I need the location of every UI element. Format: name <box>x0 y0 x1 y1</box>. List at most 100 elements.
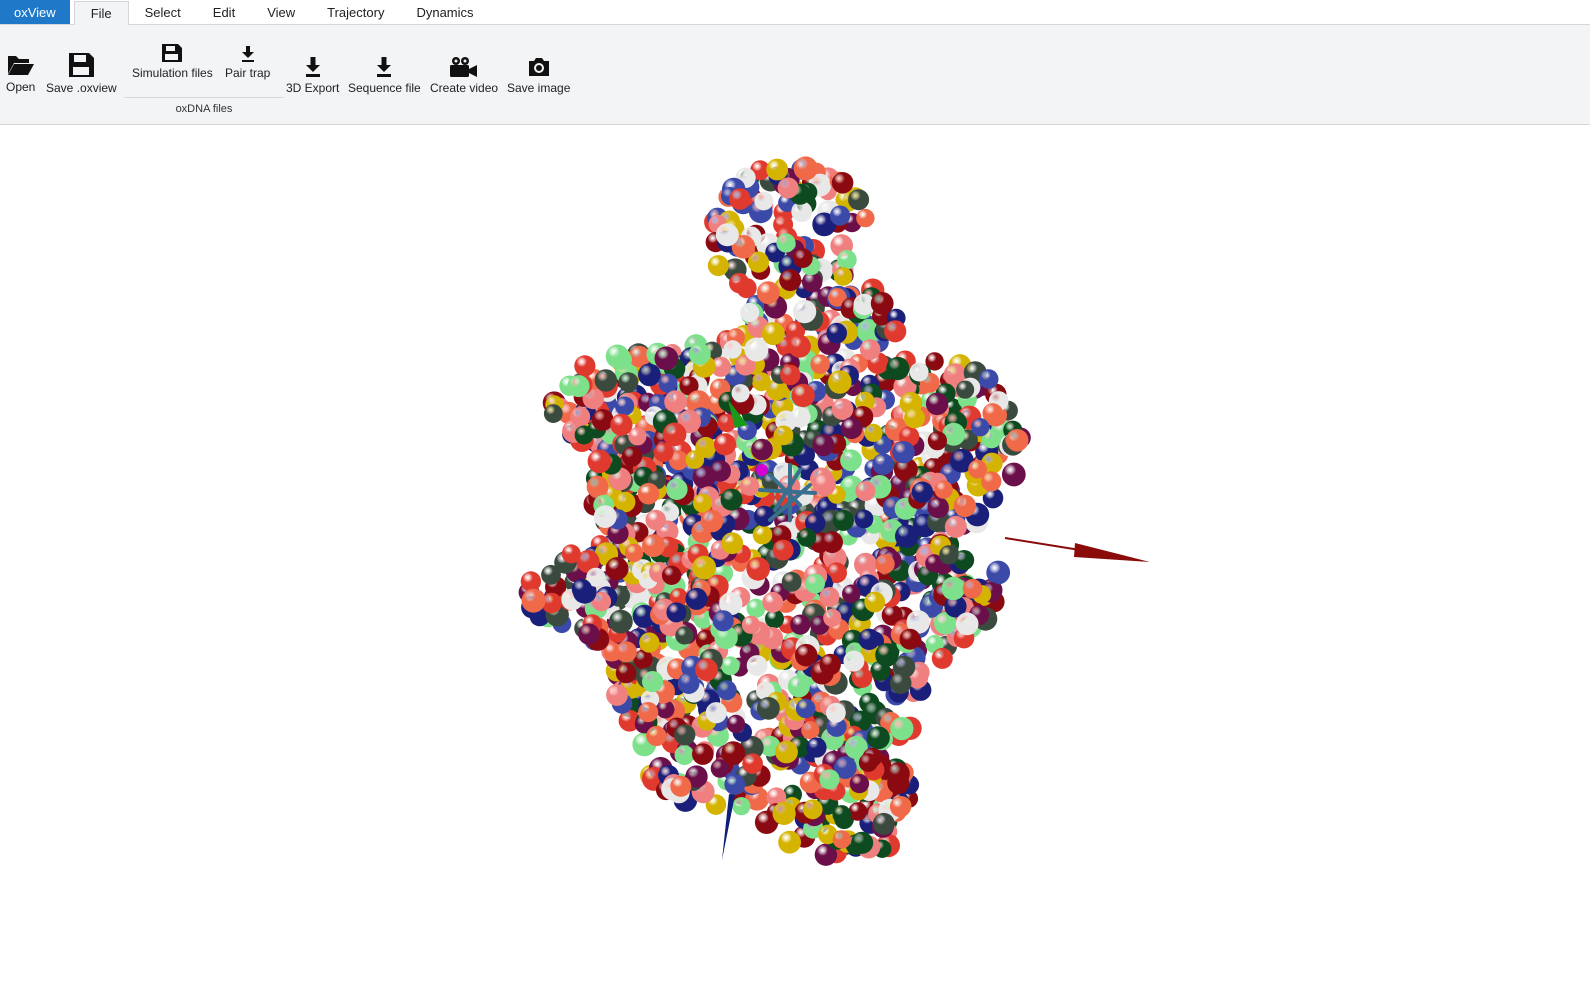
nucleotide-sphere[interactable] <box>895 524 919 548</box>
nucleotide-sphere[interactable] <box>881 604 903 626</box>
nucleotide-sphere[interactable] <box>731 384 750 403</box>
nucleotide-sphere[interactable] <box>746 598 766 618</box>
tab-view[interactable]: View <box>251 0 311 24</box>
nucleotide-sphere[interactable] <box>705 702 727 724</box>
nucleotide-sphere[interactable] <box>872 453 894 475</box>
nucleotide-sphere[interactable] <box>858 753 878 772</box>
nucleotide-sphere[interactable] <box>971 418 990 437</box>
nucleotide-sphere[interactable] <box>685 765 708 788</box>
nucleotide-sphere[interactable] <box>934 480 953 499</box>
nucleotide-sphere[interactable] <box>944 595 967 618</box>
nucleotide-sphere[interactable] <box>754 191 774 211</box>
nucleotide-sphere[interactable] <box>833 756 857 779</box>
nucleotide-sphere[interactable] <box>747 251 770 273</box>
nucleotide-sphere[interactable] <box>587 449 612 474</box>
nucleotide-sphere[interactable] <box>826 716 847 737</box>
nucleotide-sphere[interactable] <box>840 417 863 440</box>
nucleotide-sphere[interactable] <box>574 425 594 445</box>
nucleotide-sphere[interactable] <box>692 555 717 580</box>
nucleotide-sphere[interactable] <box>831 398 854 420</box>
nucleotide-sphere[interactable] <box>720 488 743 511</box>
nucleotide-sphere[interactable] <box>780 364 801 386</box>
nucleotide-sphere[interactable] <box>717 680 737 701</box>
nucleotide-sphere[interactable] <box>586 475 609 498</box>
nucleotide-sphere[interactable] <box>826 322 847 344</box>
nucleotide-sphere[interactable] <box>726 714 746 734</box>
nucleotide-sphere[interactable] <box>986 560 1011 585</box>
nucleotide-sphere[interactable] <box>904 407 925 429</box>
nucleotide-sphere[interactable] <box>789 406 811 428</box>
nucleotide-sphere[interactable] <box>981 429 1002 449</box>
nucleotide-sphere[interactable] <box>688 343 711 365</box>
nucleotide-sphere[interactable] <box>714 625 738 650</box>
nucleotide-sphere[interactable] <box>925 554 944 573</box>
nucleotide-sphere[interactable] <box>618 709 641 732</box>
nucleotide-sphere[interactable] <box>520 571 542 592</box>
nucleotide-sphere[interactable] <box>752 524 773 545</box>
nucleotide-sphere[interactable] <box>791 201 813 222</box>
nucleotide-sphere[interactable] <box>832 830 851 849</box>
nucleotide-sphere[interactable] <box>574 355 596 377</box>
nucleotide-sphere[interactable] <box>777 177 799 199</box>
nucleotide-sphere[interactable] <box>812 472 836 496</box>
nucleotide-sphere[interactable] <box>628 345 651 368</box>
nucleotide-sphere[interactable] <box>744 337 769 362</box>
nucleotide-sphere[interactable] <box>779 269 802 292</box>
nucleotide-sphere[interactable] <box>851 667 873 688</box>
tab-dynamics[interactable]: Dynamics <box>400 0 489 24</box>
nucleotide-sphere[interactable] <box>962 579 983 599</box>
nucleotide-sphere[interactable] <box>856 208 875 228</box>
nucleotide-sphere[interactable] <box>757 697 780 720</box>
nucleotide-sphere[interactable] <box>833 267 853 286</box>
nucleotide-sphere[interactable] <box>666 602 687 623</box>
nucleotide-sphere[interactable] <box>806 737 827 758</box>
nucleotide-sphere[interactable] <box>576 550 600 573</box>
nucleotide-sphere[interactable] <box>826 702 846 723</box>
nucleotide-sphere[interactable] <box>1005 429 1029 452</box>
nucleotide-sphere[interactable] <box>856 319 881 343</box>
nucleotide-sphere[interactable] <box>610 413 633 436</box>
nucleotide-sphere[interactable] <box>661 565 682 585</box>
nucleotide-sphere[interactable] <box>802 271 823 293</box>
nucleotide-sphere[interactable] <box>939 545 959 565</box>
nucleotide-sphere[interactable] <box>633 649 653 670</box>
nucleotide-sphere[interactable] <box>872 812 895 835</box>
nucleotide-sphere[interactable] <box>819 653 841 676</box>
save-oxview-button[interactable]: Save .oxview <box>46 52 117 95</box>
nucleotide-sphere[interactable] <box>864 591 886 613</box>
nucleotide-sphere[interactable] <box>692 743 714 765</box>
nucleotide-sphere[interactable] <box>982 487 1004 509</box>
nucleotide-sphere[interactable] <box>968 459 987 479</box>
nucleotide-sphere[interactable] <box>591 409 614 431</box>
tab-edit[interactable]: Edit <box>197 0 251 24</box>
nucleotide-sphere[interactable] <box>765 609 784 629</box>
nucleotide-sphere[interactable] <box>805 573 825 594</box>
nucleotide-sphere[interactable] <box>894 457 918 482</box>
nucleotide-sphere[interactable] <box>778 830 801 854</box>
nucleotide-sphere[interactable] <box>791 383 815 408</box>
simulation-files-button[interactable]: Simulation files <box>132 43 213 80</box>
nucleotide-sphere[interactable] <box>645 509 666 531</box>
nucleotide-sphere[interactable] <box>670 775 692 797</box>
nucleotide-sphere[interactable] <box>664 390 687 413</box>
nucleotide-sphere[interactable] <box>729 272 750 294</box>
nucleotide-sphere[interactable] <box>741 615 761 634</box>
nucleotide-sphere[interactable] <box>776 233 796 253</box>
nucleotide-sphere[interactable] <box>729 188 751 210</box>
nucleotide-sphere[interactable] <box>658 373 678 393</box>
nucleotide-sphere[interactable] <box>707 255 729 277</box>
nucleotide-sphere[interactable] <box>632 604 656 628</box>
nucleotide-sphere[interactable] <box>837 249 857 270</box>
nucleotide-sphere[interactable] <box>982 403 1003 424</box>
nucleotide-sphere[interactable] <box>606 684 628 706</box>
nucleotide-sphere[interactable] <box>899 628 921 650</box>
nucleotide-sphere[interactable] <box>886 762 910 786</box>
nucleotide-sphere[interactable] <box>591 591 612 612</box>
nucleotide-sphere[interactable] <box>831 172 854 194</box>
nucleotide-sphere[interactable] <box>674 724 696 746</box>
nucleotide-sphere[interactable] <box>788 334 811 358</box>
nucleotide-sphere[interactable] <box>790 614 811 635</box>
nucleotide-sphere[interactable] <box>851 831 874 854</box>
3d-viewport[interactable] <box>0 125 1590 1007</box>
nucleotide-sphere[interactable] <box>909 362 929 382</box>
